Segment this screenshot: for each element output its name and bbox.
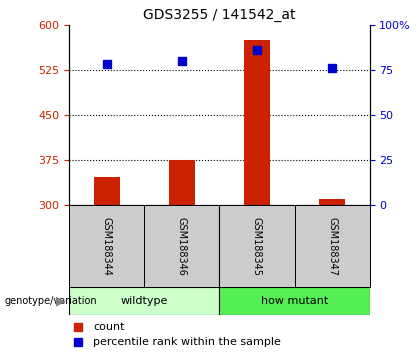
Bar bbox=[69, 287, 220, 315]
Bar bbox=[169, 160, 195, 205]
Bar bbox=[319, 199, 345, 205]
Bar bbox=[244, 40, 270, 205]
Text: GSM188345: GSM188345 bbox=[252, 217, 262, 275]
Bar bbox=[144, 205, 220, 287]
Bar bbox=[294, 205, 370, 287]
Bar bbox=[220, 205, 294, 287]
Text: count: count bbox=[93, 321, 125, 332]
Text: percentile rank within the sample: percentile rank within the sample bbox=[93, 337, 281, 348]
Text: ▶: ▶ bbox=[55, 295, 65, 307]
Bar bbox=[69, 205, 144, 287]
Text: GSM188346: GSM188346 bbox=[177, 217, 187, 275]
Text: wildtype: wildtype bbox=[121, 296, 168, 306]
Bar bbox=[94, 177, 120, 205]
Text: how mutant: how mutant bbox=[261, 296, 328, 306]
Text: GSM188344: GSM188344 bbox=[102, 217, 112, 275]
Text: GSM188347: GSM188347 bbox=[327, 217, 337, 275]
Text: genotype/variation: genotype/variation bbox=[4, 296, 97, 306]
Title: GDS3255 / 141542_at: GDS3255 / 141542_at bbox=[143, 8, 296, 22]
Bar bbox=[220, 287, 370, 315]
